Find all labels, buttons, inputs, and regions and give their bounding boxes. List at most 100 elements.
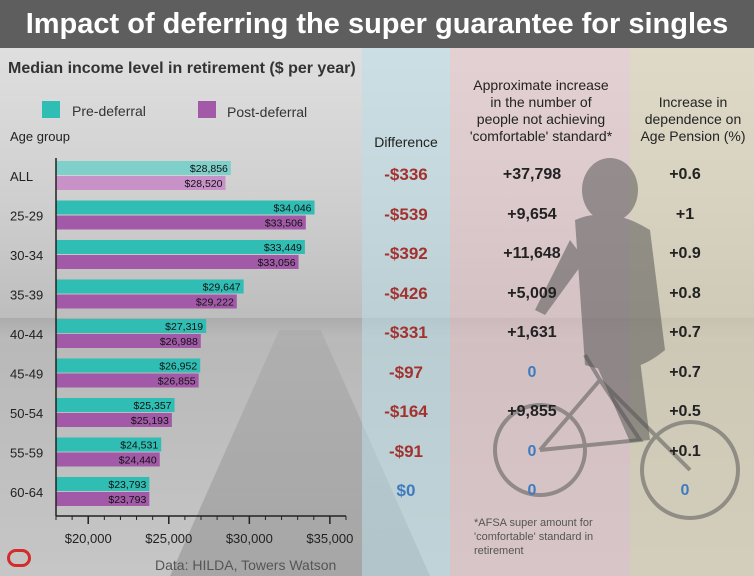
footnote-line: retirement [474,545,524,557]
footnote: *AFSA super amount for 'comfortable' sta… [474,516,624,558]
category-label: 25-29 [10,209,43,224]
pension-header-line: Age Pension (%) [640,128,746,144]
footnote-line: 'comfortable' standard in [474,531,594,543]
pension-header: Increase in dependence on Age Pension (%… [632,94,754,145]
comfortable-header: Approximate increase in the number of pe… [452,77,630,145]
bar-post [56,492,150,506]
conversation-logo-icon [7,549,31,567]
comfortable-value: +37,798 [502,166,562,183]
pension-value: +0.7 [669,324,701,341]
bar-pre [56,398,175,412]
category-label: 35-39 [10,288,43,303]
category-label: 60-64 [10,485,43,500]
bar-value-label: $29,222 [196,297,234,309]
comfortable-value: +5,009 [507,284,557,302]
age-group-label: Age group [10,129,70,144]
comfortable-value: +9,654 [507,205,557,223]
category-label: ALL [10,169,33,184]
page-title: Impact of deferring the super guarantee … [25,8,729,40]
comfortable-value: 0 [527,482,537,499]
comfortable-value: 0 [527,442,537,460]
difference-value: -$331 [384,323,428,342]
bar-value-label: $24,531 [120,440,158,452]
pension-value: +0.6 [669,166,701,183]
pension-value: 0 [680,482,690,499]
bar-value-label: $26,952 [159,361,197,373]
bar-value-label: $25,357 [134,400,172,412]
category-label: 45-49 [10,367,43,382]
difference-value: -$164 [384,402,428,421]
pension-value: +0.1 [669,442,701,460]
x-tick-label: $20,000 [65,531,112,546]
bar-post [56,334,201,348]
bar-post [56,373,199,388]
difference-value: -$91 [388,441,424,461]
bar-pre [56,279,244,294]
bar-value-label: $28,520 [185,178,223,190]
bar-post [56,452,160,467]
comfortable-value: 0 [527,363,537,381]
pension-value: +1 [675,205,695,223]
category-label: 50-54 [10,406,43,421]
difference-value: -$392 [384,244,428,263]
pension-value: +0.8 [669,284,701,302]
cyclist-image [493,158,740,520]
bar-post [56,215,306,230]
legend-swatch-pre [42,101,60,118]
difference-header: Difference [374,134,438,150]
bar-pre [56,477,150,491]
legend-label-pre: Pre-deferral [72,103,146,119]
x-tick-label: $30,000 [226,531,273,546]
bar-pre [56,437,162,452]
difference-value: $0 [396,481,416,500]
bar-value-label: $29,647 [203,282,241,294]
category-label: 40-44 [10,327,43,342]
pension-value: +0.7 [669,363,701,381]
comfortable-value: +11,648 [503,245,561,262]
bar-post [56,294,237,309]
footnote-line: *AFSA super amount for [474,517,593,529]
bar-pre [56,319,207,333]
legend-label-post: Post-deferral [227,104,308,120]
chart-subtitle: Median income level in retirement ($ per… [8,60,356,77]
bar-value-label: $25,193 [131,415,169,427]
x-tick-label: $25,000 [145,531,192,546]
difference-value: -$539 [384,204,428,224]
category-label: 55-59 [10,446,43,461]
bar-post [56,176,226,190]
difference-value: -$426 [384,283,428,303]
bar-value-label: $33,449 [264,242,302,254]
pension-value: +0.5 [669,403,701,420]
comfortable-header-line: Approximate increase [473,77,609,93]
bar-pre [56,240,305,254]
comfortable-header-line: people not achieving [476,111,606,127]
bar-value-label: $27,319 [165,321,203,333]
bar-pre [56,358,201,373]
bar-value-label: $26,988 [160,336,198,348]
bar-value-label: $26,855 [158,376,196,388]
bar-value-label: $33,056 [258,257,296,269]
bar-value-label: $28,856 [190,163,228,175]
bar-pre [56,161,231,175]
pension-header-line: Increase in [658,94,728,110]
bar-post [56,413,172,427]
comfortable-header-line: 'comfortable' standard* [469,128,613,144]
legend-swatch-post [198,101,216,118]
data-source: Data: HILDA, Towers Watson [155,557,337,573]
difference-value: -$97 [388,362,424,382]
bar-post [56,255,299,269]
difference-value: -$336 [384,165,428,184]
comfortable-header-line: in the number of [490,94,592,110]
pension-header-line: dependence on [644,111,742,127]
bar-value-label: $24,440 [119,455,157,467]
bar-value-label: $34,046 [274,203,312,215]
bar-value-label: $23,793 [108,479,146,491]
category-label: 30-34 [10,248,43,263]
bar-value-label: $33,506 [265,218,303,230]
pension-value: +0.9 [669,245,701,262]
bar-pre [56,200,315,215]
bar-value-label: $23,793 [108,494,146,506]
difference-panel [362,48,450,576]
